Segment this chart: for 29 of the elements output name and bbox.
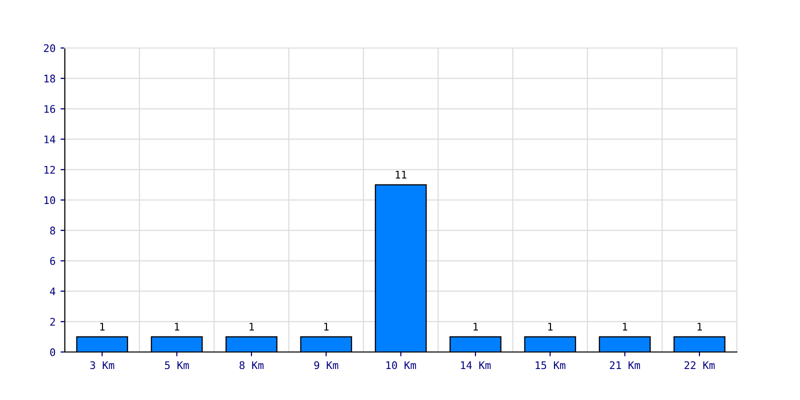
data-label: 1 <box>622 322 628 330</box>
x-tick-label: 9 Km <box>314 361 338 370</box>
data-label: 11 <box>396 170 406 178</box>
y-tick-label: 18 <box>44 74 56 83</box>
x-tick-label: 3 Km <box>90 361 114 370</box>
data-label: 1 <box>324 322 329 330</box>
data-label: 1 <box>698 322 702 330</box>
data-label: 1 <box>174 322 180 330</box>
y-tick-label: 20 <box>44 44 56 52</box>
x-tick-label: 8 Km <box>240 361 264 370</box>
data-label: 1 <box>548 322 553 330</box>
data-label: 1 <box>474 322 478 330</box>
x-tick-label: 5 Km <box>164 361 189 370</box>
x-tick-label: 22 Km <box>684 361 715 369</box>
y-tick-label: 4 <box>50 288 56 296</box>
x-tick-label: 10 Km <box>386 361 416 370</box>
y-tick-label: 8 <box>50 226 56 235</box>
y-tick-label: 0 <box>50 348 56 356</box>
x-tick-label: 15 Km <box>536 361 566 370</box>
y-tick-label: 2 <box>50 318 55 326</box>
y-tick-label: 6 <box>50 257 56 265</box>
x-tick-label: 14 Km <box>461 361 491 369</box>
data-label: 1 <box>250 322 254 330</box>
y-tick-label: 12 <box>44 166 55 174</box>
y-tick-label: 10 <box>44 196 56 204</box>
data-label: 1 <box>100 322 105 330</box>
y-tick-label: 16 <box>44 105 56 113</box>
x-tick-label: 21 Km <box>610 361 640 369</box>
y-tick-label: 14 <box>44 136 56 144</box>
